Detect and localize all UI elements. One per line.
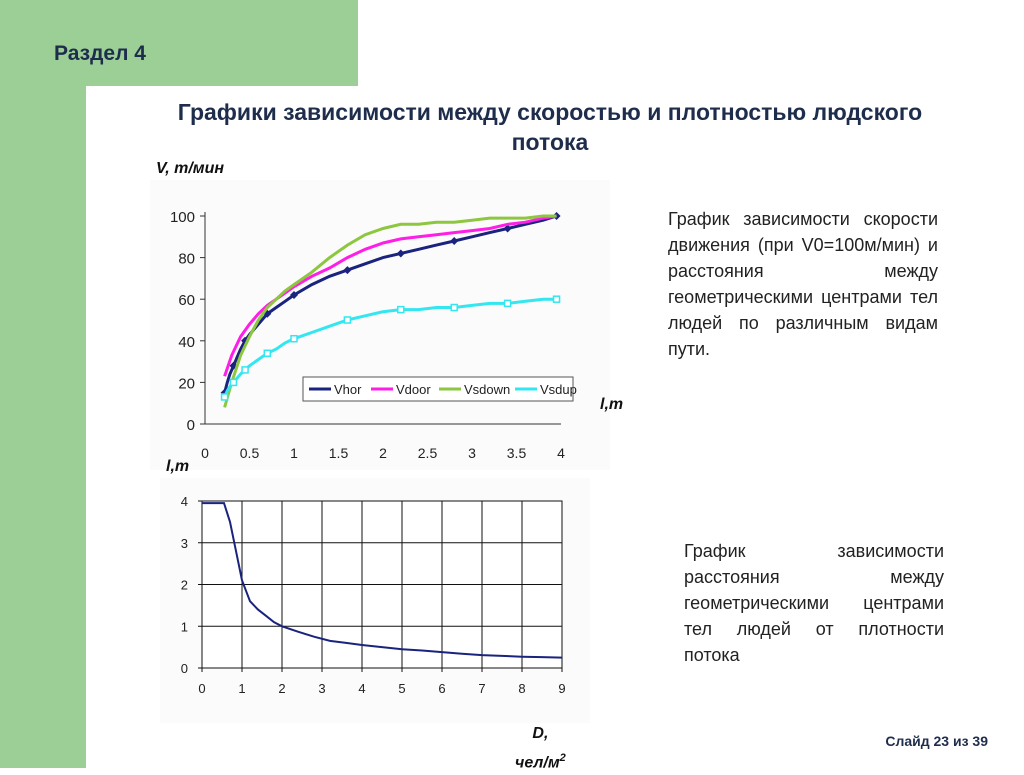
chart2-xlabel: D, чел/м2 <box>515 722 566 775</box>
chart2-ylabel: l,m <box>166 458 190 475</box>
chart1-x-tick-label: 4 <box>557 445 565 461</box>
chart1-x-tick-label: 0.5 <box>240 445 260 461</box>
chart1-point-vsdup <box>552 295 561 303</box>
chart1-point-vhor <box>396 249 405 258</box>
chart1-point-vsdup <box>229 378 238 387</box>
chart1-point-vsdup <box>241 366 249 374</box>
chart2-x-tick-label: 2 <box>278 681 285 696</box>
chart1-y-tick-label: 60 <box>178 292 195 309</box>
chart1-x-tick-label: 3 <box>468 445 476 461</box>
chart2-x-tick-label: 6 <box>438 681 445 696</box>
chart1-legend-label-vsdown: Vsdown <box>464 382 510 397</box>
chart2-y-tick-label: 0 <box>181 661 188 676</box>
chart1-legend-label-vdoor: Vdoor <box>396 382 431 397</box>
chart1-series-vsdup <box>223 297 557 398</box>
chart2-y-tick-label: 2 <box>181 578 188 593</box>
speed-chart: 0 20 40 60 80 100 0 0.5 1 1.5 2 2.5 3 3.5 4 Vhor Vdoor Vs… <box>150 180 610 470</box>
chart1-x-tick-label: 1.5 <box>329 445 349 461</box>
chart1-point-vsdup <box>503 299 512 308</box>
chart1-y-tick-label: 20 <box>178 375 195 392</box>
chart2-y-tick-label: 3 <box>181 536 188 551</box>
chart2-x-tick-label: 4 <box>358 681 365 696</box>
chart2-y-tick-label: 1 <box>181 619 188 634</box>
chart1-series-vhor <box>223 214 558 394</box>
chart1-point-vhor <box>450 236 459 245</box>
chart2-xlabel-sup: 2 <box>559 752 566 764</box>
chart2-x-tick-label: 9 <box>558 681 565 696</box>
chart1-ylabel: V, m/мин <box>156 160 225 177</box>
chart1-point-vsdup <box>397 305 405 314</box>
chart1-point-vhor <box>503 224 512 233</box>
chart1-background <box>150 180 610 470</box>
chart1-point-vsdup <box>290 334 298 343</box>
chart2-y-tick-label: 4 <box>181 494 188 509</box>
chart2-x-tick-label: 1 <box>238 681 245 696</box>
chart1-point-vsdup <box>263 349 272 358</box>
chart2-x-tick-label: 5 <box>398 681 405 696</box>
chart1-y-tick-label: 100 <box>170 209 195 226</box>
chart1-point-vhor <box>343 266 352 275</box>
distance-chart: 0 1 2 3 4 5 6 7 8 9 0 1 2 3 4 <box>160 478 590 723</box>
chart2-x-tick-label: 3 <box>318 681 325 696</box>
slide-title: Графики зависимости между скоростью и пл… <box>177 99 923 155</box>
chart1-point-vhor <box>290 291 298 300</box>
chart2-xlabel-line1: D, <box>532 725 549 742</box>
chart1-x-tick-label: 3.5 <box>507 445 527 461</box>
chart1-y-tick-label: 0 <box>187 417 195 434</box>
chart1-x-tick-label: 2 <box>379 445 387 461</box>
slide-number: Слайд 23 из 39 <box>885 733 988 749</box>
chart1-x-tick-label: 2.5 <box>418 445 438 461</box>
section-label: Раздел 4 <box>54 42 146 65</box>
chart2-x-tick-label: 7 <box>478 681 485 696</box>
chart2-xlabel-line2: чел/м <box>515 754 560 772</box>
chart2-x-tick-label: 0 <box>198 681 205 696</box>
description-distance: График зависимости расстояния между геом… <box>684 541 944 665</box>
chart1-point-vhor <box>229 361 238 370</box>
chart1-series-vdoor <box>223 214 557 377</box>
description-speed: График зависимости скорости движения (пр… <box>668 209 938 359</box>
chart1-y-tick-label: 40 <box>178 334 195 351</box>
chart1-y-tick-label: 80 <box>178 251 195 268</box>
chart1-point-vsdup <box>450 303 458 312</box>
chart2-series-line <box>202 502 563 659</box>
chart2-x-tick-label: 8 <box>518 681 525 696</box>
chart1-legend-label-vsdup: Vsdup <box>540 382 577 397</box>
chart1-x-tick-label: 1 <box>290 445 298 461</box>
chart1-x-tick-label: 0 <box>201 445 209 461</box>
chart1-point-vsdup <box>220 393 229 401</box>
green-band-left <box>0 0 86 768</box>
chart1-legend-label-vhor: Vhor <box>334 382 362 397</box>
chart1-xlabel: l,m <box>600 396 624 413</box>
chart1-series-vsdown <box>223 214 557 408</box>
chart1-point-vsdup <box>343 316 352 324</box>
